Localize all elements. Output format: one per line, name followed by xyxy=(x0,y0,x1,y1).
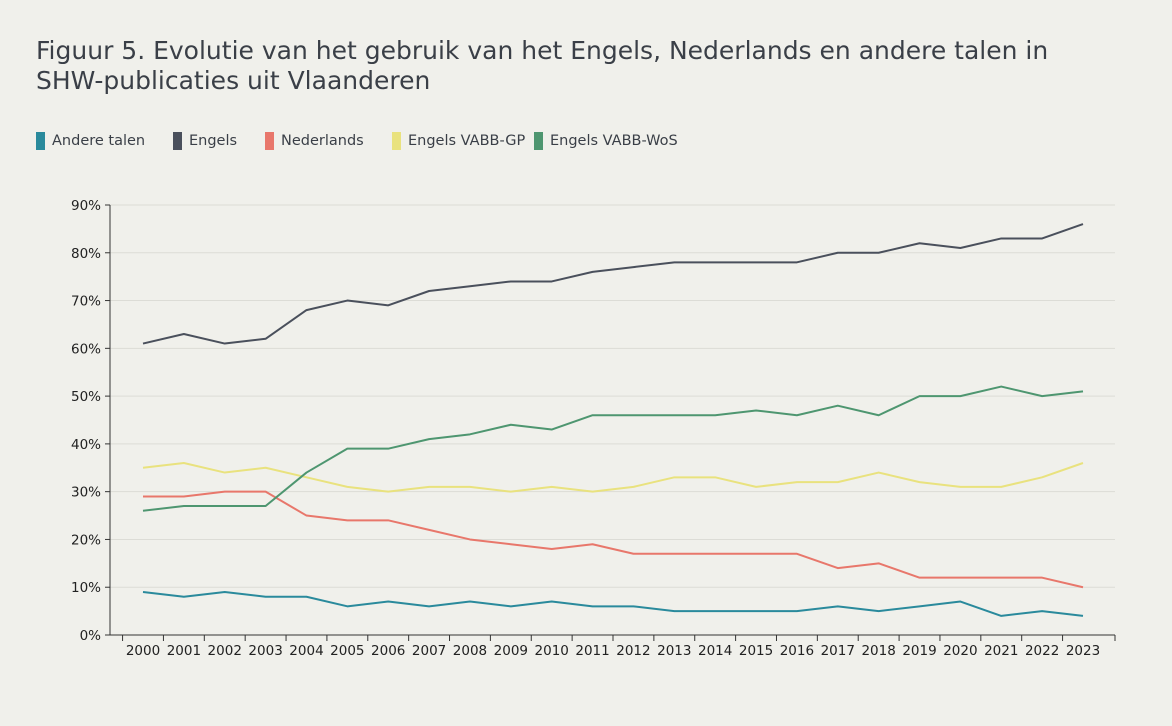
y-tick-label: 0% xyxy=(80,628,102,644)
x-tick-label: 2009 xyxy=(494,643,528,659)
legend-label: Engels VABB-WoS xyxy=(550,133,678,149)
legend-label: Andere talen xyxy=(52,133,146,149)
legend-swatch xyxy=(392,132,401,150)
legend-label: Nederlands xyxy=(281,133,364,149)
x-tick-label: 2023 xyxy=(1066,643,1100,659)
x-tick-label: 2006 xyxy=(371,643,405,659)
y-tick-label: 70% xyxy=(71,294,101,310)
x-tick-label: 2002 xyxy=(208,643,242,659)
x-tick-label: 2022 xyxy=(1025,643,1059,659)
x-tick-label: 2021 xyxy=(984,643,1018,659)
x-tick-label: 2005 xyxy=(330,643,364,659)
legend-item: Engels VABB-GP xyxy=(392,132,525,150)
legend-item: Andere talen xyxy=(36,132,145,150)
series-line-engels-vabb-gp xyxy=(142,462,1084,493)
y-tick-label: 30% xyxy=(71,485,101,501)
series-line-nederlands xyxy=(143,490,1084,589)
x-tick-label: 2008 xyxy=(453,643,487,659)
y-tick-label: 60% xyxy=(71,341,101,357)
y-tick-label: 80% xyxy=(71,246,101,262)
y-tick-label: 50% xyxy=(71,389,101,405)
legend-item: Nederlands xyxy=(265,132,364,150)
legend-swatch xyxy=(173,132,182,150)
legend-label: Engels xyxy=(189,133,238,149)
x-tick-label: 2004 xyxy=(289,643,323,659)
x-tick-label: 2001 xyxy=(167,643,201,659)
x-tick-label: 2014 xyxy=(698,643,732,659)
legend-swatch xyxy=(534,132,543,150)
legend-item: Engels VABB-WoS xyxy=(534,132,678,150)
x-tick-label: 2017 xyxy=(821,643,855,659)
chart-title: Figuur 5. Evolutie van het gebruik van h… xyxy=(36,36,1049,95)
x-tick-label: 2000 xyxy=(126,643,160,659)
x-tick-label: 2007 xyxy=(412,643,446,659)
series-line-andere-talen xyxy=(142,591,1084,617)
y-tick-label: 90% xyxy=(71,198,101,214)
y-tick-label: 40% xyxy=(71,437,101,453)
x-tick-label: 2011 xyxy=(575,643,609,659)
x-tick-label: 2016 xyxy=(780,643,814,659)
legend-item: Engels xyxy=(173,132,237,150)
y-tick-label: 10% xyxy=(71,580,101,596)
legend-swatch xyxy=(265,132,274,150)
x-tick-label: 2010 xyxy=(535,643,569,659)
y-tick-label: 20% xyxy=(71,532,101,548)
series-line-engels-vabb-wos xyxy=(142,385,1084,512)
x-tick-label: 2003 xyxy=(248,643,282,659)
x-tick-label: 2012 xyxy=(616,643,650,659)
x-tick-label: 2018 xyxy=(861,643,895,659)
x-tick-label: 2013 xyxy=(657,643,691,659)
x-tick-label: 2019 xyxy=(902,643,936,659)
legend-label: Engels VABB-GP xyxy=(408,133,526,149)
x-tick-label: 2020 xyxy=(943,643,977,659)
legend-swatch xyxy=(36,132,45,150)
x-tick-label: 2015 xyxy=(739,643,773,659)
series-line-engels xyxy=(142,223,1084,345)
